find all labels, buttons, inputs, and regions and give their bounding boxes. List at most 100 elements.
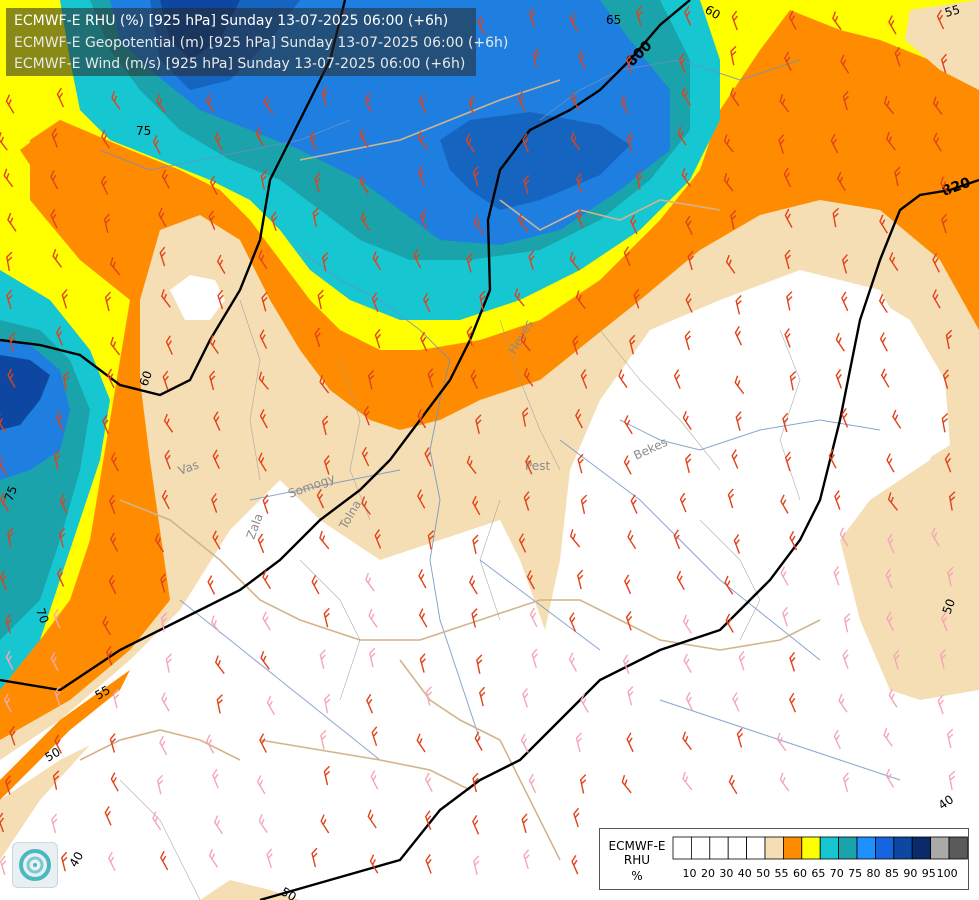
wind-barb bbox=[514, 288, 525, 307]
wind-barb bbox=[571, 854, 579, 875]
wind-barb bbox=[470, 369, 479, 390]
wind-barb bbox=[206, 93, 215, 114]
wind-barb bbox=[879, 214, 888, 234]
wind-barb bbox=[165, 335, 173, 355]
wind-barb bbox=[576, 172, 583, 193]
wind-barb bbox=[580, 693, 589, 713]
legend-tick-label: 90 bbox=[903, 867, 917, 880]
wind-barb bbox=[786, 291, 793, 311]
wind-barb bbox=[364, 92, 372, 113]
wind-barb bbox=[531, 648, 538, 669]
wind-barb bbox=[779, 93, 790, 113]
wind-barb bbox=[627, 686, 634, 706]
wind-barb bbox=[784, 249, 791, 270]
legend-tick-label: 40 bbox=[738, 867, 752, 880]
wind-barb bbox=[883, 95, 895, 115]
wind-barb bbox=[102, 615, 111, 636]
wind-barb bbox=[624, 574, 632, 595]
wind-barb bbox=[776, 732, 787, 752]
wind-barb bbox=[835, 332, 845, 352]
wind-barb bbox=[321, 415, 329, 436]
wind-barb bbox=[311, 847, 318, 868]
wind-barb bbox=[360, 211, 370, 231]
wind-barb bbox=[159, 246, 166, 267]
title-panel bbox=[6, 8, 476, 76]
wind-barb bbox=[6, 251, 13, 272]
wind-barb bbox=[473, 855, 480, 875]
wind-barb bbox=[164, 449, 171, 470]
wind-barb bbox=[684, 6, 692, 26]
wind-barb bbox=[163, 413, 174, 433]
wind-barb bbox=[523, 849, 530, 869]
wind-barb bbox=[893, 649, 900, 670]
wind-barb bbox=[569, 12, 579, 32]
wind-barb bbox=[465, 133, 475, 153]
rhu-label: 55 bbox=[93, 683, 113, 703]
wind-barb bbox=[209, 175, 218, 196]
wind-barb bbox=[835, 369, 843, 389]
wind-barb bbox=[165, 653, 173, 673]
wind-barb bbox=[4, 775, 12, 795]
legend-swatch bbox=[911, 836, 932, 860]
wind-barb bbox=[317, 289, 324, 310]
wind-barb bbox=[211, 493, 218, 513]
wind-barb bbox=[478, 686, 486, 707]
wind-barb bbox=[3, 693, 13, 713]
legend-tick-label: 70 bbox=[830, 867, 844, 880]
wind-barb bbox=[941, 213, 948, 234]
wind-barb bbox=[266, 695, 276, 716]
rhu-zone-60-sw bbox=[0, 670, 130, 800]
wind-barb bbox=[110, 772, 119, 792]
wind-barb bbox=[575, 408, 583, 429]
wind-barb bbox=[625, 611, 633, 631]
wind-barb bbox=[54, 734, 63, 754]
wind-barb bbox=[939, 649, 947, 669]
wind-barb bbox=[842, 90, 850, 111]
rhu-zone-55-sw bbox=[0, 745, 90, 860]
wind-barb bbox=[782, 606, 789, 627]
legend-swatch bbox=[709, 836, 729, 860]
wind-barb bbox=[577, 453, 584, 474]
wind-barb bbox=[209, 370, 216, 391]
wind-barb bbox=[5, 613, 12, 634]
legend-tick-label: 65 bbox=[811, 867, 825, 880]
wind-barb bbox=[784, 451, 792, 472]
wind-barb bbox=[56, 87, 65, 108]
borders bbox=[79, 79, 821, 861]
rhu-label: 75 bbox=[136, 124, 151, 138]
wind-barb bbox=[937, 694, 944, 715]
wind-barb bbox=[570, 91, 580, 111]
wind-barb bbox=[528, 7, 536, 28]
wind-barb bbox=[58, 528, 66, 548]
wind-barb bbox=[523, 367, 534, 387]
wind-barb bbox=[53, 450, 61, 470]
wind-barb bbox=[466, 325, 473, 346]
legend-title-unit: % bbox=[631, 869, 643, 883]
wind-barb bbox=[684, 330, 691, 351]
wind-barb bbox=[110, 336, 121, 356]
wind-barb bbox=[682, 771, 693, 791]
wind-barb bbox=[888, 688, 898, 708]
wind-barb bbox=[630, 214, 638, 235]
rhu-zone-dry-pocket bbox=[170, 275, 225, 320]
wind-barb bbox=[579, 774, 587, 794]
wind-barb bbox=[62, 371, 70, 391]
wind-barb bbox=[948, 770, 956, 791]
wind-barb bbox=[932, 253, 940, 273]
wind-barb bbox=[0, 456, 8, 475]
wind-barb bbox=[623, 455, 632, 475]
wind-barb bbox=[620, 95, 630, 115]
wind-barb bbox=[258, 452, 267, 472]
wind-barb bbox=[61, 851, 68, 872]
wind-barb bbox=[214, 131, 224, 151]
wind-barb bbox=[832, 207, 839, 228]
wind-barb bbox=[466, 252, 473, 273]
legend-swatch bbox=[930, 836, 950, 860]
wind-barb bbox=[784, 51, 792, 72]
wind-barb bbox=[361, 446, 370, 467]
wind-barb bbox=[676, 570, 685, 591]
wind-barb bbox=[933, 132, 942, 152]
wind-barb bbox=[673, 529, 681, 550]
wind-barb bbox=[789, 370, 797, 391]
wind-barb bbox=[730, 45, 737, 66]
